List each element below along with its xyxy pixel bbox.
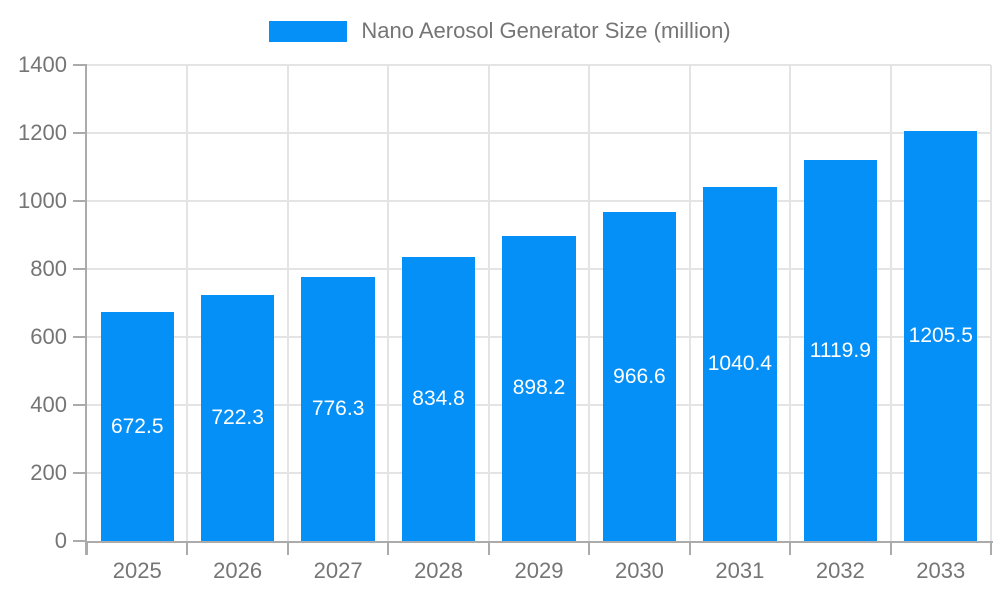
bar-value-label: 898.2 — [512, 376, 566, 400]
y-tick-label: 200 — [30, 460, 67, 485]
gridline-horizontal — [87, 64, 991, 66]
y-tick-label: 800 — [30, 256, 67, 281]
bar-value-label: 834.8 — [412, 387, 465, 411]
x-tick-label: 2031 — [715, 558, 765, 583]
gridline-vertical — [286, 65, 289, 541]
bar-value-label: 1040.4 — [707, 352, 772, 376]
x-axis-tick — [86, 541, 88, 555]
x-tick-label: 2028 — [414, 558, 464, 583]
bar[interactable] — [803, 160, 877, 541]
legend[interactable]: Nano Aerosol Generator Size (million) — [0, 17, 1000, 45]
x-axis-tick — [588, 541, 591, 555]
bar[interactable] — [703, 187, 777, 541]
y-axis-tick — [73, 132, 87, 134]
x-axis-tick — [387, 541, 390, 555]
gridline-vertical — [387, 65, 390, 541]
legend-label[interactable]: Nano Aerosol Generator Size (million) — [361, 18, 731, 43]
gridline-horizontal — [87, 132, 991, 134]
x-axis-tick — [688, 541, 691, 555]
x-tick-label: 2030 — [614, 558, 664, 583]
bar-value-label: 722.3 — [211, 406, 264, 430]
gridline-vertical — [688, 65, 691, 541]
gridline-vertical — [889, 65, 892, 541]
y-tick-label: 600 — [30, 324, 67, 349]
bar[interactable] — [602, 212, 677, 541]
bar[interactable] — [100, 312, 174, 541]
x-axis-line — [85, 541, 993, 543]
y-axis-tick — [73, 200, 87, 202]
legend-swatch-icon — [269, 20, 348, 42]
plot-area: 0 200 400 600 800 1000 1200 1400 672.5 2025 722.3 2… — [18, 52, 993, 583]
bar-value-label: 1119.9 — [809, 338, 871, 362]
y-tick-label: 1200 — [18, 120, 67, 145]
y-axis-tick — [73, 336, 87, 338]
gridline-horizontal — [87, 200, 991, 202]
bar-value-label: 966.6 — [613, 364, 666, 388]
y-tick-label: 1000 — [18, 188, 67, 213]
y-tick-label: 1400 — [18, 52, 67, 77]
y-tick-label: 400 — [30, 392, 67, 417]
y-axis-tick — [73, 64, 87, 66]
x-axis-tick — [990, 541, 992, 555]
x-tick-label: 2032 — [815, 558, 865, 583]
x-axis-tick — [286, 541, 289, 555]
gridline-vertical — [789, 65, 792, 541]
bar[interactable] — [301, 277, 375, 541]
bar[interactable] — [904, 131, 978, 541]
x-axis-tick — [889, 541, 892, 555]
gridline-vertical — [990, 65, 992, 541]
x-axis-tick — [186, 541, 189, 555]
x-axis-tick — [789, 541, 792, 555]
bar-value-label: 672.5 — [110, 414, 164, 438]
bar[interactable] — [502, 235, 576, 541]
y-axis-line — [85, 65, 87, 555]
gridline-vertical — [186, 65, 189, 541]
y-tick-label: 0 — [54, 528, 67, 553]
bar[interactable] — [401, 257, 476, 541]
y-axis-tick — [73, 404, 87, 406]
bar-value-label: 776.3 — [311, 397, 365, 421]
gridline-vertical — [588, 65, 591, 541]
x-axis-tick — [487, 541, 490, 555]
x-tick-label: 2029 — [514, 558, 564, 583]
x-tick-label: 2027 — [313, 558, 363, 583]
gridline-vertical — [487, 65, 490, 541]
bar[interactable] — [201, 295, 275, 541]
x-tick-label: 2026 — [213, 558, 263, 583]
y-axis-tick — [73, 472, 87, 474]
y-axis-tick — [73, 268, 87, 270]
x-tick-label: 2025 — [112, 558, 162, 583]
bar-value-label: 1205.5 — [908, 324, 973, 348]
x-tick-label: 2033 — [916, 558, 966, 583]
y-axis-tick — [73, 540, 87, 542]
